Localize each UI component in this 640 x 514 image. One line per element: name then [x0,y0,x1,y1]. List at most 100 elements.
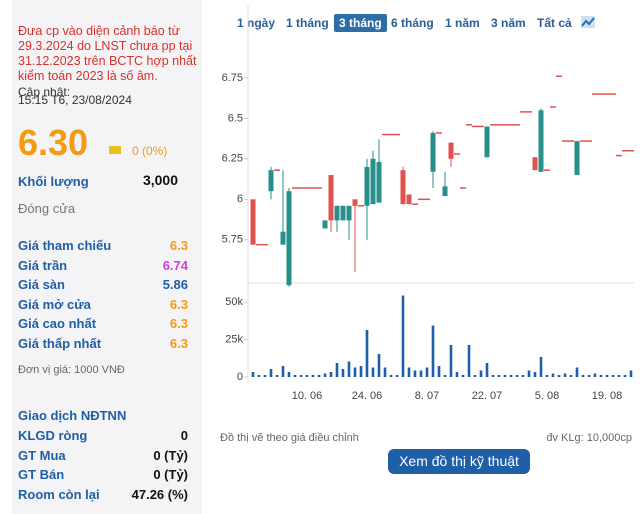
candle-body [274,169,280,171]
candle-body [250,199,256,245]
foreign-label: GT Bán [18,467,65,483]
volume-label: Khối lượng [18,174,89,189]
volume-bar [389,375,393,377]
volume-bar [515,375,519,377]
volume-bar [587,375,591,377]
volume-bar [287,372,291,377]
price-value: 6.3 [169,336,188,351]
candle-body [394,133,400,136]
candle-body [400,170,406,205]
candle-body [316,187,322,189]
x-tick-label: 19. 08 [592,390,623,402]
candle-body [478,125,484,128]
volume-bar [365,330,369,377]
candle-body [328,175,334,221]
candle-body [334,205,340,221]
sidebar: Đưa cp vào diện cảnh báo từ 29.3.2024 do… [12,0,202,514]
volume-bar [353,367,357,377]
candle-body [424,198,430,201]
volume-bar [449,345,453,377]
chart-icon[interactable] [580,14,596,30]
foreign-label: KLGD ròng [18,428,88,443]
price-value: 6.3 [169,316,188,332]
volume-bar [485,363,489,377]
range-tab[interactable]: 1 năm [445,16,480,30]
x-tick-label: 8. 07 [415,390,439,402]
technical-button[interactable]: Xem đồ thị kỹ thuật [388,449,530,474]
y-tick-label: 6.75 [222,72,243,84]
updated-time: 15:15 T6, 23/08/2024 [18,93,132,107]
flat-icon [109,146,121,154]
candle-body [592,93,598,95]
volume-bar [329,372,333,377]
volume-bar [593,373,597,377]
range-tab[interactable]: 1 tháng [286,16,329,30]
candle-body [358,205,364,207]
candle-body [526,111,532,113]
volume-bar [377,354,381,377]
volume-bar [545,375,549,377]
candle-body [532,157,538,171]
candle-body [262,243,268,246]
candle-body [460,187,466,189]
candle-body [340,205,346,221]
candle-body [376,162,382,203]
volume-bar [497,375,501,377]
price-label: Giá thấp nhất [18,336,102,351]
price: 6.30 [18,122,89,163]
volume-bar [575,367,579,377]
volume-bar [431,325,435,377]
candle-body [256,243,262,246]
volume-bar [413,370,417,377]
updated-label: Cập nhật: [18,85,71,99]
volume-bar [527,370,531,377]
candle-body [322,220,328,229]
volume-bar [473,375,477,377]
y-tick-label: 25k [225,333,243,345]
candle-body [568,140,574,142]
foreign-label: Room còn lại [18,486,100,502]
volume-bar [521,375,525,377]
volume-bar [551,373,555,377]
range-tab[interactable]: 3 tháng [334,14,387,32]
volume-bar [257,375,261,377]
volume-bar [317,375,321,377]
volume-bar [425,367,429,377]
volume-bar [323,373,327,377]
volume-bar [539,357,543,377]
volume-bar [293,375,297,377]
y-tick-label: 6.5 [228,112,243,124]
price-label: Giá trần [18,257,68,273]
volume-bar [371,367,375,377]
range-tab[interactable]: 3 năm [491,16,526,30]
candle-body [292,187,298,189]
y-tick-label: 6 [237,193,243,205]
price-value: 6.74 [162,257,188,273]
volume-bar [479,370,483,377]
candle-body [346,205,352,221]
note-adjusted: Đồ thị vẽ theo giá điều chỉnh [220,432,359,444]
volume-bar [407,367,411,377]
candle-body [364,166,370,206]
foreign-value: 47.26 (%) [131,486,188,502]
price-label: Giá tham chiếu [18,238,112,253]
volume-bar [569,375,573,377]
y-tick-label: 0 [237,371,243,383]
range-tab[interactable]: 1 ngày [237,16,276,30]
candle-body [406,194,412,205]
price-value: 6.3 [169,296,188,312]
price-label: Giá sàn [18,277,65,293]
range-tab[interactable]: 6 tháng [391,16,434,30]
candle-body [580,140,586,142]
volume-bar [455,372,459,377]
candle-body [442,186,448,197]
candle-body [586,140,592,142]
candle-body [484,126,490,158]
volume-bar [581,375,585,377]
volume-bar [251,372,255,377]
candle-body [388,133,394,136]
chart: 5.75 6 6.25 6.5 6.75 0 25k 50k 10. 06 24. 06 8. 07… [222,5,634,402]
range-tab[interactable]: Tất cả [537,16,572,30]
candle-body [418,198,424,201]
volume-bar [491,375,495,377]
